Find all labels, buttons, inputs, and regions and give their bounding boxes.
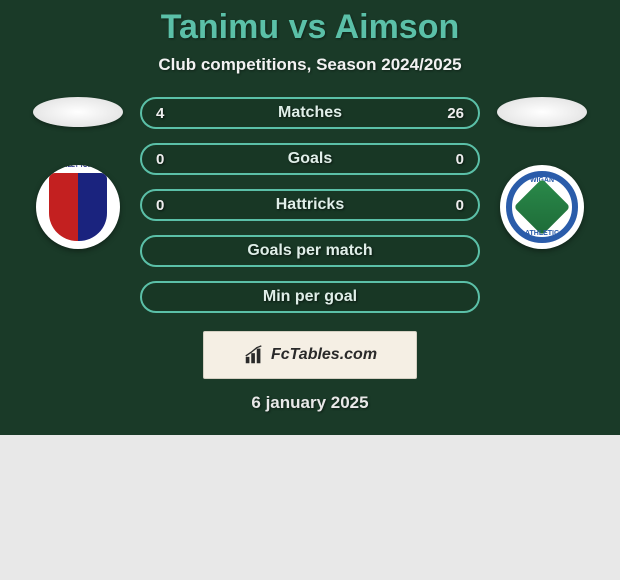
stat-left-value: 0 <box>156 151 164 168</box>
right-club-name-bottom: ATHLETIC <box>525 230 559 237</box>
page-subtitle: Club competitions, Season 2024/2025 <box>0 55 620 75</box>
stat-left-value: 0 <box>156 197 164 214</box>
right-club-badge[interactable]: WIGAN ATHLETIC <box>500 165 584 249</box>
stat-label: Min per goal <box>142 288 478 306</box>
bar-chart-icon <box>243 344 265 366</box>
source-logo-text: FcTables.com <box>271 346 377 364</box>
stat-right-value: 0 <box>456 151 464 168</box>
left-player-ellipse <box>33 97 123 127</box>
stat-row-hattricks: 0 Hattricks 0 <box>140 189 480 221</box>
stat-label: Goals <box>142 150 478 168</box>
tree-icon <box>514 179 571 236</box>
left-club-badge[interactable]: CRAWLEY TOWN FC <box>36 165 120 249</box>
page-title: Tanimu vs Aimson <box>0 8 620 47</box>
stat-row-goals: 0 Goals 0 <box>140 143 480 175</box>
stat-label: Goals per match <box>142 242 478 260</box>
stats-rows: 4 Matches 26 0 Goals 0 0 Hattricks 0 Goa… <box>140 97 480 313</box>
stat-row-matches: 4 Matches 26 <box>140 97 480 129</box>
stat-right-value: 0 <box>456 197 464 214</box>
stat-label: Matches <box>142 104 478 122</box>
left-club-name: CRAWLEY TOWN FC <box>36 165 120 169</box>
right-side: WIGAN ATHLETIC <box>492 97 592 249</box>
header: Tanimu vs Aimson Club competitions, Seas… <box>0 0 620 79</box>
date-text: 6 january 2025 <box>0 393 620 413</box>
stat-row-gpm: Goals per match <box>140 235 480 267</box>
shield-icon <box>49 173 107 241</box>
right-player-ellipse <box>497 97 587 127</box>
ring-icon: WIGAN ATHLETIC <box>506 171 578 243</box>
left-side: CRAWLEY TOWN FC <box>28 97 128 249</box>
stat-label: Hattricks <box>142 196 478 214</box>
stat-left-value: 4 <box>156 105 164 122</box>
stat-row-mpg: Min per goal <box>140 281 480 313</box>
stat-right-value: 26 <box>447 105 464 122</box>
main-content: CRAWLEY TOWN FC 4 Matches 26 0 Goals 0 0… <box>0 97 620 313</box>
source-logo[interactable]: FcTables.com <box>203 331 417 379</box>
